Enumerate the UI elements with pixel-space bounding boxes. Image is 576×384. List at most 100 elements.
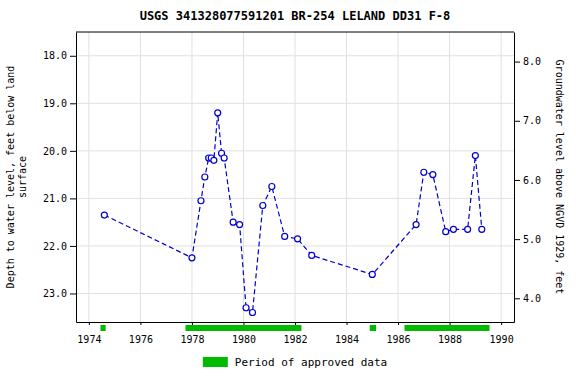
grid-line: [140, 32, 141, 322]
grid-line: [398, 32, 399, 322]
chart: 19741976197819801982198419861988199018.0…: [0, 0, 576, 384]
tick: 5.0: [514, 234, 541, 245]
grid-line: [76, 103, 514, 104]
marks: [101, 110, 484, 316]
grid-line: [76, 198, 514, 199]
title: USGS 341328077591201 BR-254 LELAND DD31 …: [140, 9, 451, 23]
axis-line: [514, 33, 515, 323]
point: [282, 233, 288, 239]
tick-mark: [450, 322, 451, 325]
tick-label: 1986: [387, 334, 411, 345]
tick-label: 8.0: [523, 56, 541, 67]
grid: [76, 32, 514, 322]
point: [465, 226, 471, 232]
tick: 22.0: [43, 241, 76, 252]
tick: 7.0: [514, 115, 541, 126]
tick-label: 1976: [129, 334, 153, 345]
tick: 18.0: [43, 50, 76, 61]
period-bar: [405, 325, 490, 331]
tick-label: 23.0: [43, 288, 67, 299]
point: [443, 229, 449, 235]
tick-label: 1978: [180, 334, 204, 345]
point: [479, 226, 485, 232]
tick-mark: [70, 103, 76, 104]
axis-line: [76, 33, 77, 323]
tick-mark: [514, 180, 520, 181]
tick: 21.0: [43, 193, 76, 204]
point: [211, 157, 217, 163]
tick-mark: [70, 246, 76, 247]
tick-label: 4.0: [523, 293, 541, 304]
tick: 1984: [335, 322, 359, 345]
tick-label: 1974: [77, 334, 101, 345]
point: [309, 252, 315, 258]
tick-mark: [70, 293, 76, 294]
tick-mark: [514, 298, 520, 299]
grid-line: [346, 32, 347, 322]
tick-label: 18.0: [43, 50, 67, 61]
tick-mark: [514, 62, 520, 63]
tick: 8.0: [514, 56, 541, 67]
tick-mark: [243, 322, 244, 325]
tick-label: 5.0: [523, 234, 541, 245]
point: [249, 309, 255, 315]
tick-label: 7.0: [523, 115, 541, 126]
tick-mark: [192, 322, 193, 325]
point: [198, 198, 204, 204]
tick: 19.0: [43, 98, 76, 109]
period-bar: [186, 325, 302, 331]
point: [221, 155, 227, 161]
tick-mark: [70, 151, 76, 152]
tick-mark: [501, 322, 502, 325]
point: [450, 226, 456, 232]
tick-label: 1980: [232, 334, 256, 345]
legend-label: Period of approved data: [235, 356, 387, 369]
point: [260, 203, 266, 209]
line: [104, 113, 481, 313]
tick-label: 1990: [490, 334, 514, 345]
y-axis: 18.0 19.0 20.0 21.0 22.0 23.0: [43, 33, 77, 323]
tick: 6.0: [514, 175, 541, 186]
point: [215, 110, 221, 116]
tick-mark: [398, 322, 399, 325]
point: [202, 174, 208, 180]
frame-line: [76, 32, 514, 33]
tick-mark: [70, 198, 76, 199]
tick-label: 22.0: [43, 241, 67, 252]
tick-mark: [70, 56, 76, 57]
point: [421, 169, 427, 175]
point: [430, 172, 436, 178]
tick-mark: [514, 121, 520, 122]
point: [189, 255, 195, 261]
point: [295, 236, 301, 242]
y2-axis-label: Groundwater level above NGVD 1929, feet: [554, 60, 565, 295]
tick-label: 1982: [283, 334, 307, 345]
point: [369, 271, 375, 277]
tick-mark: [295, 322, 296, 325]
tick-mark: [347, 322, 348, 325]
point: [230, 219, 236, 225]
point: [243, 305, 249, 311]
approved-periods: [100, 325, 489, 331]
tick-label: 20.0: [43, 146, 67, 157]
grid-line: [76, 150, 514, 151]
grid-line: [295, 32, 296, 322]
legend-swatch: [203, 357, 228, 367]
tick-mark: [89, 322, 90, 325]
grid-line: [501, 32, 502, 322]
x-axis: 197419761978198019821984198619881990: [77, 322, 515, 345]
period-bar: [100, 325, 105, 331]
y-axis-label: Depth to water level, feet below landsur…: [5, 66, 28, 289]
tick-label: 1984: [335, 334, 359, 345]
tick-label: 21.0: [43, 193, 67, 204]
tick: 23.0: [43, 288, 76, 299]
tick-mark: [140, 322, 141, 325]
point: [237, 222, 243, 228]
point: [413, 222, 419, 228]
tick: 1976: [129, 322, 153, 345]
plot: 19741976197819801982198419861988199018.0…: [5, 9, 565, 369]
tick: 4.0: [514, 293, 541, 304]
legend: Period of approved data: [203, 356, 387, 369]
tick-mark: [514, 239, 520, 240]
y2-axis: 8.0 7.0 6.0 5.0 4.0: [514, 33, 541, 323]
